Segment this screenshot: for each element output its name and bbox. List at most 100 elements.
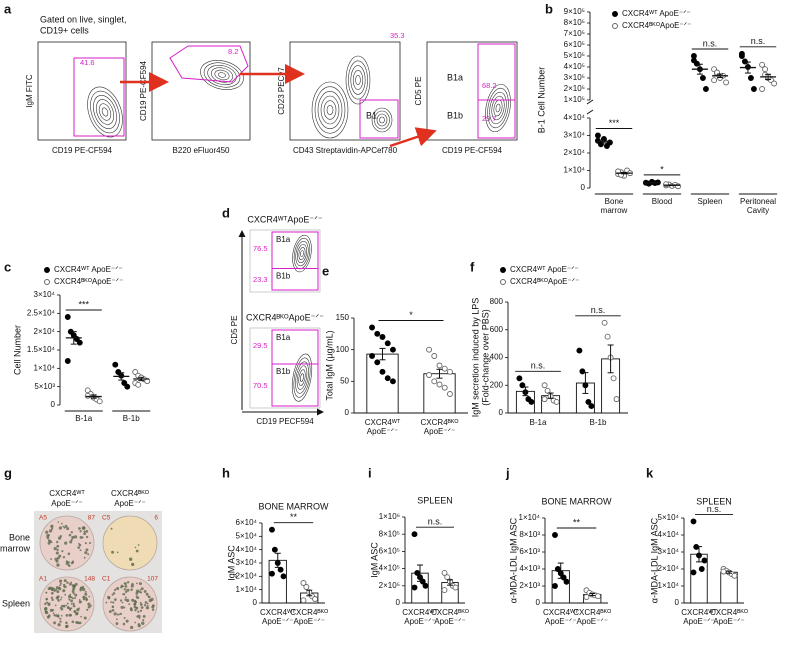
elispot-spot <box>58 586 61 589</box>
x-tick-label: CXCR4ᵂᵀ <box>543 608 579 617</box>
elispot-spot <box>146 602 149 605</box>
elispot-spot <box>45 591 48 594</box>
data-point <box>76 339 83 346</box>
contour <box>295 241 309 267</box>
panel-letter: e <box>322 263 329 278</box>
chart-title: BONE MARROW <box>541 496 612 506</box>
data-point <box>271 546 278 553</box>
elispot-spot <box>128 557 133 561</box>
gate-value: 76.5 <box>253 244 268 253</box>
y-tick-label: 100 <box>336 345 350 354</box>
data-point <box>436 362 443 369</box>
gate <box>477 43 516 139</box>
data-point <box>738 50 745 57</box>
elispot-spot <box>81 585 85 588</box>
legend-label: CXCR4ᵂᵀ ApoE⁻ᐟ⁻ <box>510 265 579 274</box>
flow-x-label: CD19 PE-CF594 <box>52 146 113 155</box>
y-tick-label: 7×10⁵ <box>564 29 585 38</box>
contour <box>345 55 371 105</box>
elispot-spot <box>130 625 134 630</box>
y-tick-label: 8×10⁵ <box>564 18 585 27</box>
y-tick-label: 2×10³ <box>519 581 540 590</box>
panel-letter: k <box>646 465 654 480</box>
x-tick-label: ApoE⁻ᐟ⁻ <box>683 617 714 626</box>
elispot-spot <box>71 620 75 624</box>
elispot-spot <box>76 608 80 612</box>
elispot-spot <box>61 550 64 553</box>
elispot-spot <box>135 606 138 609</box>
data-point <box>452 584 459 591</box>
elispot-spot <box>57 623 61 627</box>
data-point <box>690 569 697 576</box>
contour <box>371 107 393 133</box>
elispot-spot <box>123 617 126 619</box>
y-tick-label: 150 <box>336 313 350 322</box>
elispot-spot <box>56 544 60 548</box>
elispot-spot <box>47 541 51 545</box>
gate-name: B1a <box>276 235 291 244</box>
contour <box>317 91 343 129</box>
elispot-spot <box>120 586 123 589</box>
y-tick-label: 1×10⁶ <box>379 512 400 521</box>
y-tick-label: 2×10⁵ <box>379 581 400 590</box>
data-point <box>610 375 617 382</box>
elispot-spot <box>74 597 76 600</box>
elispot-spot <box>81 536 84 539</box>
elispot-spot <box>83 556 86 559</box>
x-tick-label: ApoE⁻ᐟ⁻ <box>404 617 435 626</box>
chart-title: SPLEEN <box>417 495 453 505</box>
well-count: 87 <box>88 515 96 522</box>
elispot-spot <box>53 547 57 551</box>
elispot-spot <box>64 541 68 545</box>
elispot-spot <box>145 606 150 610</box>
elispot-spot <box>64 524 68 528</box>
y-tick-label: 4×10⁵ <box>379 564 400 573</box>
data-point <box>723 79 730 86</box>
elispot-spot <box>58 526 63 530</box>
data-point <box>379 334 386 340</box>
x-tick-label: CXCR4ᵂᵀ <box>260 608 296 617</box>
data-point <box>112 361 119 368</box>
y-tick-label: 9×10⁵ <box>564 7 585 16</box>
y-tick-label: 8×10³ <box>519 530 540 539</box>
elispot-spot <box>110 601 112 604</box>
elispot-spot <box>78 527 81 530</box>
data-point <box>541 382 548 389</box>
y-tick-label: 4×10⁴ <box>658 530 680 539</box>
y-tick-label: 0 <box>396 598 401 607</box>
data-point <box>595 593 601 600</box>
panel-letter: b <box>545 1 553 16</box>
y-tick-label: 4×10⁵ <box>564 62 585 71</box>
elispot-spot <box>126 588 130 592</box>
elispot-spot <box>78 599 81 601</box>
data-point <box>711 77 718 84</box>
y-tick-label: 1×10⁴ <box>564 166 586 175</box>
elispot-spot <box>45 530 49 534</box>
elispot-spot <box>44 602 47 606</box>
data-point <box>675 183 682 190</box>
data-point <box>604 333 611 340</box>
x-tick-label: CXCR4ᵂᵀ <box>681 608 717 617</box>
elispot-spot <box>53 589 56 593</box>
elispot-spot <box>116 587 120 591</box>
elispot-spot <box>59 617 62 620</box>
elispot-spot <box>50 524 54 529</box>
data-point <box>519 382 526 389</box>
y-tick-label: 600 <box>490 325 504 334</box>
elispot-spot <box>57 521 60 523</box>
y-tick-label: 8×10⁵ <box>379 529 400 538</box>
elispot-spot <box>108 610 112 614</box>
elispot-spot <box>147 604 149 607</box>
elispot-spot <box>138 617 141 619</box>
elispot-spot <box>151 604 155 608</box>
flow-title: CXCR4ᵂᵀApoE⁻ᐟ⁻ <box>247 214 323 224</box>
elispot-spot <box>78 607 80 609</box>
elispot-spot <box>131 562 135 567</box>
elispot-spot <box>79 535 83 539</box>
data-point <box>698 566 705 572</box>
data-point <box>441 384 448 391</box>
y-tick-label: 2×10⁴ <box>34 327 56 336</box>
axis-break <box>586 109 594 115</box>
